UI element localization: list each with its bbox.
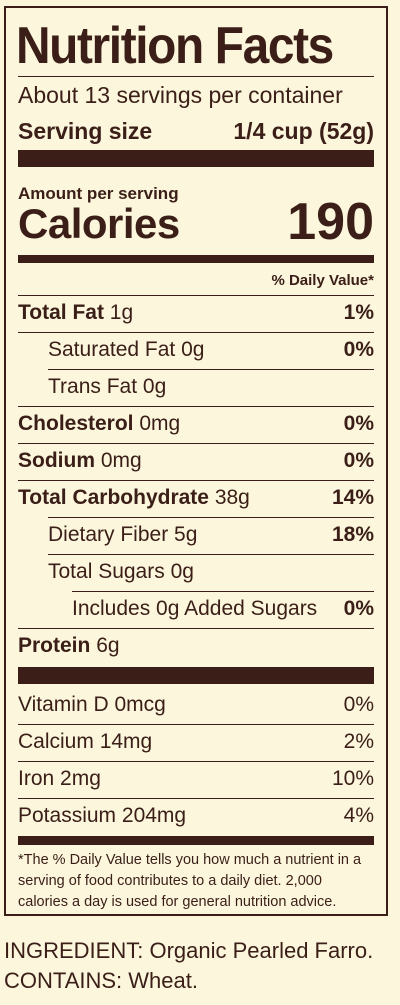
nutrient-name: Total Carbohydrate	[18, 486, 209, 509]
nutrient-name: Trans Fat	[48, 375, 138, 398]
nutrient-row-added-sugars: Includes 0g Added Sugars 0%	[18, 597, 374, 621]
divider	[18, 406, 374, 407]
divider	[18, 798, 374, 799]
nutrient-name: Includes 0g Added Sugars	[72, 597, 318, 620]
divider	[18, 480, 374, 481]
divider	[72, 591, 374, 592]
nutrient-row-sodium: Sodium 0mg 0%	[18, 449, 374, 473]
nutrient-amount: 5g	[174, 523, 198, 546]
serving-size-value: 1/4 cup (52g)	[233, 118, 374, 144]
vitamin-dv: 2%	[343, 730, 374, 753]
ingredients-block: INGREDIENT: Organic Pearled Farro. CONTA…	[4, 936, 373, 996]
vitamin-dv: 10%	[331, 767, 374, 790]
nutrient-dv: 0%	[343, 412, 374, 435]
serving-size-row: Serving size 1/4 cup (52g)	[18, 118, 374, 145]
thick-divider	[18, 150, 374, 167]
vitamin-row-iron: Iron 2mg 10%	[18, 767, 374, 791]
nutrient-row-protein: Protein 6g	[18, 634, 374, 658]
nutrient-dv: 0%	[343, 338, 374, 361]
vitamin-dv: 0%	[343, 693, 374, 716]
nutrient-amount: 1g	[109, 301, 134, 324]
divider	[48, 517, 374, 518]
nutrient-amount: 0mg	[100, 449, 142, 472]
vitamin-name: Potassium	[18, 804, 117, 827]
nutrient-amount: 0g	[170, 560, 194, 583]
vitamin-row-calcium: Calcium 14mg 2%	[18, 730, 374, 754]
allergen-contains-text: CONTAINS: Wheat.	[4, 968, 198, 993]
nutrient-row-saturated-fat: Saturated Fat 0g 0%	[18, 338, 374, 362]
calories-value: 190	[287, 193, 374, 251]
nutrient-name: Saturated Fat	[48, 338, 176, 361]
nutrient-row-total-carbohydrate: Total Carbohydrate 38g 14%	[18, 486, 374, 510]
nutrient-amount: 38g	[214, 486, 250, 509]
ingredients-text: INGREDIENT: Organic Pearled Farro.	[4, 938, 374, 963]
vitamin-name: Iron	[18, 767, 55, 790]
nutrient-row-cholesterol: Cholesterol 0mg 0%	[18, 412, 374, 436]
thick-divider	[18, 667, 374, 684]
vitamin-row-potassium: Potassium 204mg 4%	[18, 804, 374, 828]
nutrient-dv: 0%	[343, 449, 374, 472]
divider	[18, 76, 374, 77]
label-title: Nutrition Facts	[16, 17, 334, 75]
nutrient-name: Total Fat	[18, 301, 104, 324]
vitamin-amount: 14mg	[99, 730, 153, 753]
nutrient-amount: 0g	[181, 338, 205, 361]
medium-divider	[18, 836, 374, 845]
divider	[18, 724, 374, 725]
nutrient-amount: 0g	[142, 375, 167, 398]
nutrient-row-total-fat: Total Fat 1g 1%	[18, 301, 374, 325]
servings-per-container: About 13 servings per container	[18, 82, 343, 108]
nutrient-amount: 6g	[96, 634, 120, 657]
vitamin-dv: 4%	[343, 804, 374, 827]
nutrient-dv: 14%	[331, 486, 374, 509]
calories-label: Calories	[18, 200, 180, 247]
serving-size-label: Serving size	[18, 118, 153, 144]
divider	[18, 761, 374, 762]
nutrient-dv: 1%	[343, 301, 374, 324]
daily-value-footnote: *The % Daily Value tells you how much a …	[18, 852, 362, 910]
vitamin-name: Calcium	[18, 730, 94, 753]
nutrient-amount: 0mg	[139, 412, 181, 435]
vitamin-name: Vitamin D	[18, 693, 109, 716]
nutrient-name: Protein	[18, 634, 91, 657]
nutrient-name: Dietary Fiber	[48, 523, 169, 546]
daily-value-header: % Daily Value*	[271, 272, 374, 289]
nutrient-name: Sodium	[18, 449, 95, 472]
vitamin-amount: 2mg	[60, 767, 101, 790]
nutrient-row-trans-fat: Trans Fat 0g	[18, 375, 374, 399]
divider	[18, 332, 374, 333]
vitamin-amount: 204mg	[121, 804, 187, 827]
amount-per-serving: Amount per serving	[18, 184, 179, 203]
nutrient-row-total-sugars: Total Sugars 0g	[18, 560, 374, 584]
nutrient-name: Total Sugars	[48, 560, 165, 583]
nutrient-row-dietary-fiber: Dietary Fiber 5g 18%	[18, 523, 374, 547]
divider	[48, 554, 374, 555]
medium-divider	[18, 255, 374, 263]
divider	[18, 443, 374, 444]
nutrient-dv: 0%	[343, 597, 374, 620]
divider	[48, 369, 374, 370]
nutrient-name: Cholesterol	[18, 412, 134, 435]
divider	[18, 295, 374, 296]
divider	[18, 628, 374, 629]
vitamin-amount: 0mcg	[114, 693, 166, 716]
nutrition-facts-label: Nutrition Facts About 13 servings per co…	[4, 6, 388, 916]
nutrient-dv: 18%	[331, 523, 374, 546]
vitamin-row-vitamin-d: Vitamin D 0mcg 0%	[18, 693, 374, 717]
